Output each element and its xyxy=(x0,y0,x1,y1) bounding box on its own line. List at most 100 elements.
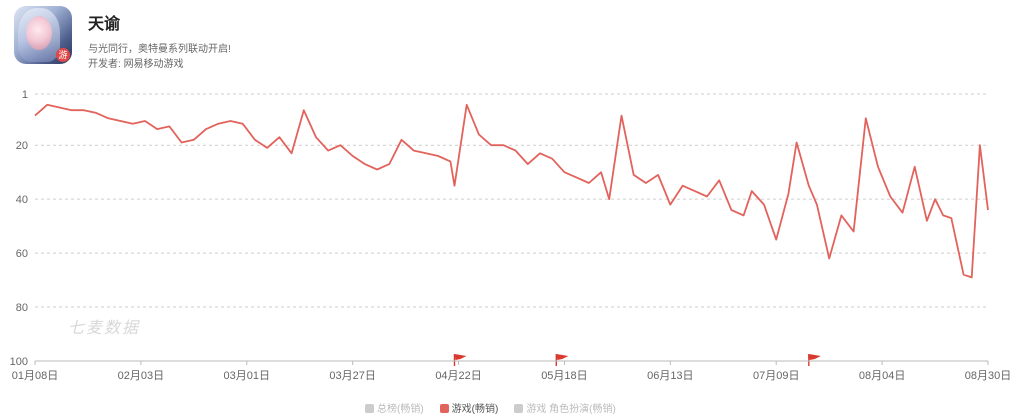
data-point xyxy=(119,119,123,123)
y-tick-label: 40 xyxy=(16,194,28,206)
data-point xyxy=(290,151,294,155)
legend-label: 游戏(畅销) xyxy=(451,404,499,415)
data-point xyxy=(424,151,428,155)
data-point xyxy=(705,194,709,198)
data-point xyxy=(216,122,220,126)
watermark: 七麦数据 xyxy=(68,319,140,337)
developer-name[interactable]: 网易移动游戏 xyxy=(123,59,184,70)
data-point xyxy=(839,213,843,217)
data-point xyxy=(253,138,257,142)
y-tick-label: 60 xyxy=(16,248,28,260)
data-point xyxy=(314,135,318,139)
data-point xyxy=(599,170,603,174)
x-tick-labels: 01月08日 02月03日 03月01日 03月27日 04月22日 05月18日 06月1… xyxy=(12,370,1011,382)
app-icon-badge: 游 xyxy=(56,48,70,62)
data-point xyxy=(375,168,379,172)
legend-swatch xyxy=(439,404,449,413)
data-point xyxy=(538,151,542,155)
data-point xyxy=(228,119,232,123)
y-tick-label: 20 xyxy=(16,140,28,152)
data-point xyxy=(436,154,440,158)
data-point xyxy=(925,219,929,223)
data-point xyxy=(143,119,147,123)
data-point xyxy=(265,146,269,150)
data-point xyxy=(448,159,452,163)
data-point xyxy=(762,203,766,207)
event-flags xyxy=(453,354,821,366)
data-point xyxy=(70,108,74,112)
data-point xyxy=(452,184,456,188)
data-point xyxy=(45,103,49,107)
app-subtitle: 与光同行，奥特曼系列联动开启! xyxy=(88,44,231,55)
x-tick-label: 03月01日 xyxy=(224,370,270,382)
legend-label: 总榜(畅销) xyxy=(377,404,424,415)
y-tick-label: 80 xyxy=(16,302,28,314)
data-point xyxy=(962,273,966,277)
x-tick-label: 02月03日 xyxy=(118,370,164,382)
data-point xyxy=(750,189,754,193)
data-point xyxy=(465,103,469,107)
app-icon-face xyxy=(26,16,52,50)
data-point xyxy=(815,203,819,207)
x-tick-label: 08月04日 xyxy=(859,370,905,382)
data-point xyxy=(888,194,892,198)
data-point xyxy=(204,127,208,131)
data-point xyxy=(827,257,831,261)
data-point xyxy=(351,154,355,158)
flag-icon xyxy=(556,354,569,360)
data-point xyxy=(338,143,342,147)
data-point xyxy=(514,149,518,153)
data-point xyxy=(913,165,917,169)
data-point xyxy=(900,211,904,215)
data-point xyxy=(106,116,110,120)
data-point xyxy=(681,184,685,188)
flag-icon xyxy=(454,354,467,360)
data-point xyxy=(970,275,974,279)
data-point xyxy=(477,132,481,136)
data-point xyxy=(656,173,660,177)
data-point xyxy=(742,213,746,217)
data-point xyxy=(717,178,721,182)
data-point xyxy=(277,135,281,139)
data-point xyxy=(526,162,530,166)
app-icon[interactable]: 游 xyxy=(14,6,72,64)
legend-item[interactable]: 游戏(畅销) xyxy=(439,400,499,415)
data-point xyxy=(786,192,790,196)
data-point xyxy=(632,173,636,177)
data-point xyxy=(795,141,799,145)
data-point xyxy=(876,165,880,169)
data-point xyxy=(864,116,868,120)
data-point xyxy=(326,149,330,153)
data-point xyxy=(575,176,579,180)
y-tick-label: 1 xyxy=(22,89,28,101)
data-point xyxy=(167,124,171,128)
data-point xyxy=(933,197,937,201)
developer-label: 开发者: xyxy=(88,59,121,70)
data-point xyxy=(400,138,404,142)
data-point xyxy=(57,105,61,109)
legend-item[interactable]: 游戏 角色扮演(畅销) xyxy=(514,400,616,415)
data-point xyxy=(607,197,611,201)
data-point xyxy=(302,108,306,112)
data-point xyxy=(489,143,493,147)
x-tick-label: 07月09日 xyxy=(753,370,799,382)
data-point xyxy=(387,162,391,166)
data-point xyxy=(180,141,184,145)
data-point xyxy=(192,138,196,142)
series-layer xyxy=(33,103,990,279)
x-tick-label: 08月30日 xyxy=(965,370,1011,382)
legend-item[interactable]: 总榜(畅销) xyxy=(365,400,424,415)
data-point xyxy=(644,181,648,185)
chart-legend: 总榜(畅销) 游戏(畅销) 游戏 角色扮演(畅销) xyxy=(365,400,632,415)
data-point xyxy=(501,143,505,147)
data-point xyxy=(986,208,990,212)
data-point xyxy=(155,127,159,131)
app-title: 天谕 xyxy=(88,16,121,33)
data-point xyxy=(33,114,37,118)
data-point xyxy=(807,184,811,188)
data-point xyxy=(852,230,856,234)
legend-swatch xyxy=(514,404,524,413)
data-point xyxy=(668,203,672,207)
x-tick-label: 04月22日 xyxy=(435,370,481,382)
data-point xyxy=(550,157,554,161)
